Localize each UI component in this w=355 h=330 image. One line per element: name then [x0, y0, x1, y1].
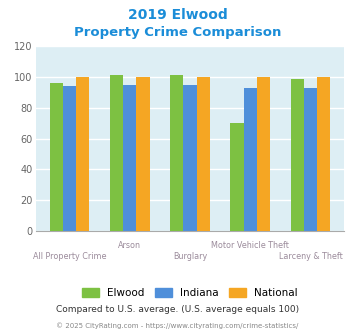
- Bar: [123, 85, 136, 231]
- Bar: [136, 77, 149, 231]
- Bar: [304, 88, 317, 231]
- Bar: [257, 77, 270, 231]
- Text: Burglary: Burglary: [173, 252, 207, 261]
- Bar: [244, 88, 257, 231]
- Bar: [50, 83, 63, 231]
- Legend: Elwood, Indiana, National: Elwood, Indiana, National: [82, 288, 297, 298]
- Bar: [290, 79, 304, 231]
- Bar: [76, 77, 89, 231]
- Text: Motor Vehicle Theft: Motor Vehicle Theft: [211, 241, 289, 250]
- Text: Compared to U.S. average. (U.S. average equals 100): Compared to U.S. average. (U.S. average …: [56, 305, 299, 314]
- Text: Larceny & Theft: Larceny & Theft: [279, 252, 342, 261]
- Text: Property Crime Comparison: Property Crime Comparison: [74, 26, 281, 39]
- Bar: [197, 77, 210, 231]
- Text: 2019 Elwood: 2019 Elwood: [128, 8, 227, 22]
- Bar: [317, 77, 330, 231]
- Text: Arson: Arson: [118, 241, 141, 250]
- Bar: [230, 123, 244, 231]
- Text: © 2025 CityRating.com - https://www.cityrating.com/crime-statistics/: © 2025 CityRating.com - https://www.city…: [56, 323, 299, 329]
- Bar: [183, 85, 197, 231]
- Text: All Property Crime: All Property Crime: [33, 252, 106, 261]
- Bar: [110, 76, 123, 231]
- Bar: [63, 86, 76, 231]
- Bar: [170, 76, 183, 231]
